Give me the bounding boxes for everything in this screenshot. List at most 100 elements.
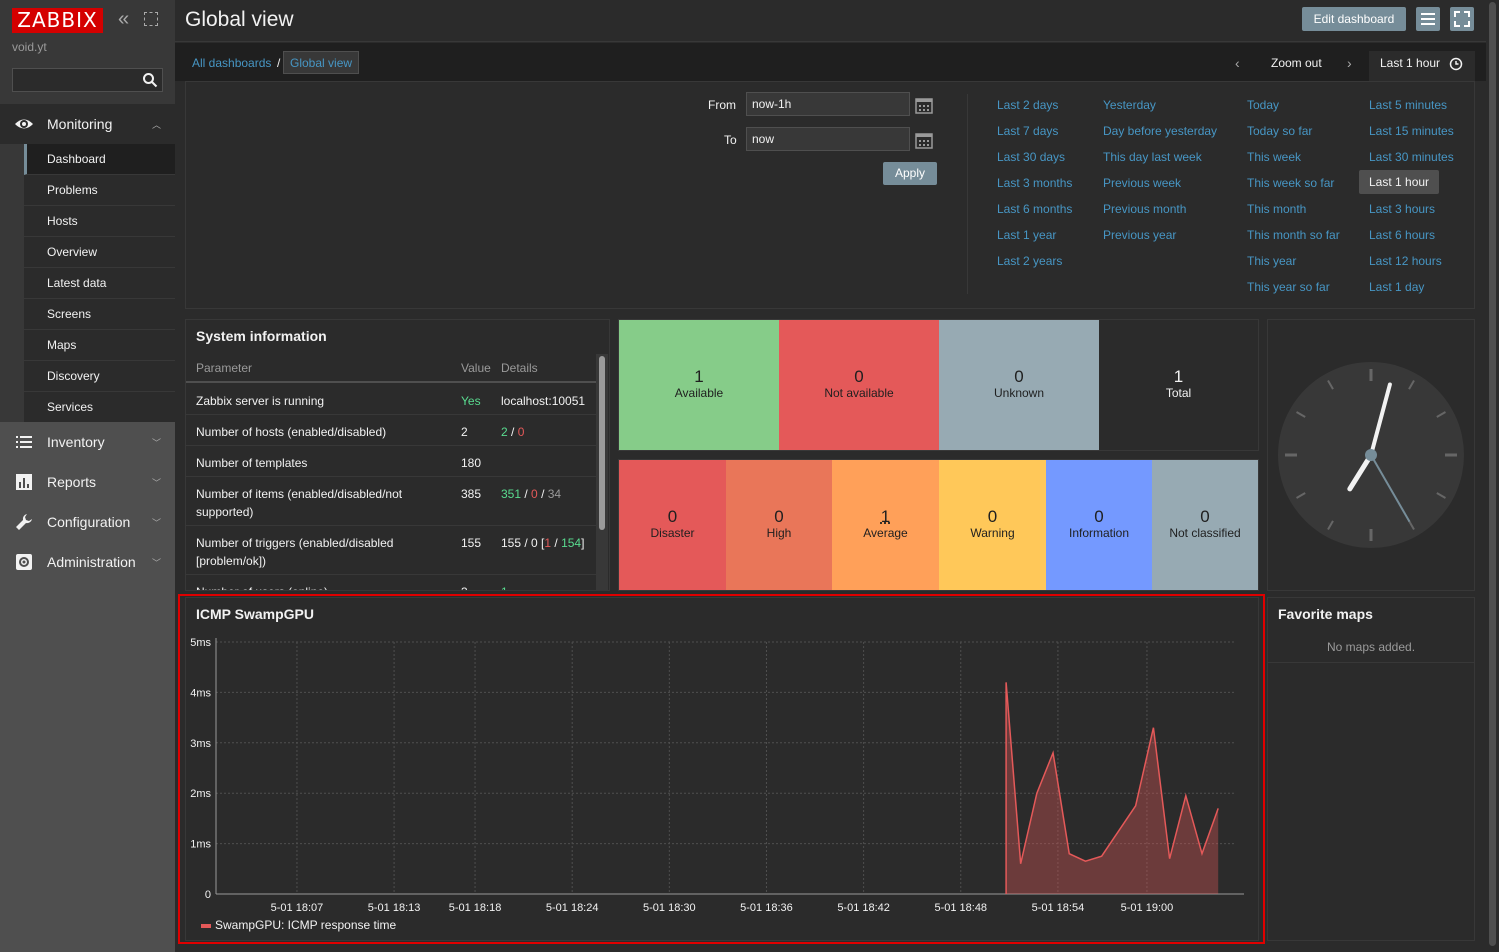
clock-widget — [1267, 319, 1475, 591]
breadcrumb-current[interactable]: Global view — [283, 51, 360, 74]
nav-configuration[interactable]: Configuration ﹀ — [0, 502, 175, 542]
nav-reports[interactable]: Reports ﹀ — [0, 462, 175, 502]
severity-high[interactable]: 0 High — [726, 460, 832, 590]
from-label: From — [708, 98, 736, 112]
quick-range-link[interactable]: Last 3 months — [997, 176, 1073, 190]
hamburger-icon — [1421, 13, 1435, 25]
param-cell: Number of users (online) — [196, 583, 328, 590]
chevron-down-icon: ﹀ — [151, 518, 161, 528]
quick-range-link[interactable]: Last 30 days — [997, 150, 1066, 164]
count[interactable]: 1 — [880, 507, 891, 526]
search-icon[interactable] — [142, 72, 158, 88]
quick-range-link[interactable]: Last 3 hours — [1369, 202, 1436, 216]
x-tick-label: 5-01 18:48 — [934, 902, 987, 914]
quick-range-link[interactable]: This year — [1247, 254, 1297, 268]
sidebar-item-services[interactable]: Services — [24, 392, 175, 423]
quick-range-link[interactable]: Last 6 months — [997, 202, 1073, 216]
sidebar-item-discovery[interactable]: Discovery — [24, 361, 175, 392]
quick-range-link-selected[interactable]: Last 1 hour — [1359, 170, 1440, 194]
availability-total[interactable]: 1 Total — [1099, 320, 1258, 450]
scrollbar[interactable] — [596, 354, 608, 590]
icmp-chart[interactable]: 0 1ms 2ms 3ms 4ms 5ms 5-01 18:07 5-01 18:13 5-01… — [186, 636, 1258, 936]
value-cell: 2 — [461, 425, 468, 439]
quick-range-link[interactable]: Today so far — [1247, 124, 1313, 138]
y-tick-label: 0 — [205, 889, 211, 901]
sidebar-item-problems[interactable]: Problems — [24, 175, 175, 206]
chevron-left-icon[interactable]: ‹ — [1235, 55, 1240, 71]
calendar-icon[interactable] — [915, 97, 933, 114]
logo-row: ZABBIX « — [12, 8, 172, 36]
time-period-tab[interactable]: Last 1 hour — [1369, 51, 1475, 81]
to-field[interactable] — [746, 127, 910, 151]
y-tick-label: 1ms — [190, 839, 211, 851]
count: 0 — [1200, 507, 1210, 526]
quick-range-link[interactable]: Yesterday — [1103, 98, 1156, 112]
to-label: To — [724, 133, 737, 147]
quick-range-link[interactable]: This day last week — [1103, 150, 1202, 164]
quick-range-link[interactable]: Last 1 year — [997, 228, 1057, 242]
sidebar-search[interactable] — [12, 68, 163, 92]
search-input[interactable] — [13, 69, 138, 91]
quick-range-link[interactable]: Last 7 days — [997, 124, 1059, 138]
severity-not-classified[interactable]: 0 Not classified — [1152, 460, 1258, 590]
calendar-icon[interactable] — [915, 132, 933, 149]
sidebar-item-dashboard[interactable]: Dashboard — [24, 144, 175, 175]
chevron-right-icon[interactable]: › — [1347, 55, 1352, 71]
quick-range-link[interactable]: This month so far — [1247, 228, 1340, 242]
apply-button[interactable]: Apply — [883, 162, 937, 185]
sidebar-item-overview[interactable]: Overview — [24, 237, 175, 268]
table-row: Number of hosts (enabled/disabled) 2 2 /… — [186, 416, 596, 446]
severity-disaster[interactable]: 0 Disaster — [619, 460, 726, 590]
quick-range-link[interactable]: Last 1 day — [1369, 280, 1425, 294]
severity-warning[interactable]: 0 Warning — [939, 460, 1046, 590]
quick-range-link[interactable]: Last 15 minutes — [1369, 124, 1454, 138]
quick-range-link[interactable]: Previous month — [1103, 202, 1187, 216]
availability-available[interactable]: 1 Available — [619, 320, 779, 450]
quick-range-link[interactable]: This month — [1247, 202, 1307, 216]
sidebar-item-hosts[interactable]: Hosts — [24, 206, 175, 237]
scrollbar-thumb[interactable] — [1489, 2, 1496, 946]
nav-inventory[interactable]: Inventory ﹀ — [0, 422, 175, 462]
quick-range-link[interactable]: Last 12 hours — [1369, 254, 1442, 268]
quick-range-link[interactable]: Today — [1247, 98, 1280, 112]
nav-monitoring[interactable]: Monitoring ︿ — [0, 104, 175, 144]
quick-range-link[interactable]: Last 2 days — [997, 98, 1059, 112]
column-header: Value — [461, 361, 491, 375]
page-scrollbar[interactable] — [1486, 0, 1499, 952]
zabbix-logo[interactable]: ZABBIX — [12, 8, 103, 33]
count: 0 — [987, 507, 998, 526]
divider — [967, 94, 968, 294]
quick-range-link[interactable]: Last 30 minutes — [1369, 150, 1454, 164]
quick-range-link[interactable]: Previous week — [1103, 176, 1182, 190]
breadcrumb-all-dashboards[interactable]: All dashboards — [192, 56, 272, 70]
sidebar-item-maps[interactable]: Maps — [24, 330, 175, 361]
x-tick-label: 5-01 18:36 — [740, 902, 793, 914]
collapse-sidebar-icon[interactable]: « — [118, 8, 130, 30]
quick-range-link[interactable]: This week so far — [1247, 176, 1335, 190]
quick-range-link[interactable]: Last 5 minutes — [1369, 98, 1448, 112]
edit-dashboard-button[interactable]: Edit dashboard — [1302, 7, 1406, 31]
severity-information[interactable]: 0 Information — [1046, 460, 1152, 590]
quick-range-link[interactable]: Last 6 hours — [1369, 228, 1436, 242]
scrollbar-thumb[interactable] — [599, 356, 605, 530]
sidebar-item-latest-data[interactable]: Latest data — [24, 268, 175, 299]
availability-not-available[interactable]: 0 Not available — [779, 320, 939, 450]
menu-button[interactable] — [1416, 7, 1440, 31]
nav-inventory-label: Inventory — [47, 434, 105, 450]
from-field[interactable] — [746, 92, 910, 116]
severity-average[interactable]: 1 Average — [832, 460, 939, 590]
sidebar-item-screens[interactable]: Screens — [24, 299, 175, 330]
availability-unknown[interactable]: 0 Unknown — [939, 320, 1099, 450]
nav-administration[interactable]: Administration ﹀ — [0, 542, 175, 582]
undock-sidebar-icon[interactable] — [144, 12, 158, 26]
time-filter-panel: From To Apply Last 2 days Last 7 days La… — [185, 81, 1475, 309]
quick-range-link[interactable]: Last 2 years — [997, 254, 1063, 268]
quick-range-link[interactable]: Previous year — [1103, 228, 1177, 242]
quick-range-link[interactable]: This year so far — [1247, 280, 1330, 294]
fullscreen-button[interactable] — [1450, 7, 1474, 31]
quick-range-link[interactable]: Day before yesterday — [1103, 124, 1218, 138]
zoom-out-button[interactable]: Zoom out — [1271, 56, 1322, 70]
quick-range-link[interactable]: This week — [1247, 150, 1302, 164]
highlight-frame — [178, 594, 1265, 944]
fullscreen-icon — [1454, 11, 1470, 27]
